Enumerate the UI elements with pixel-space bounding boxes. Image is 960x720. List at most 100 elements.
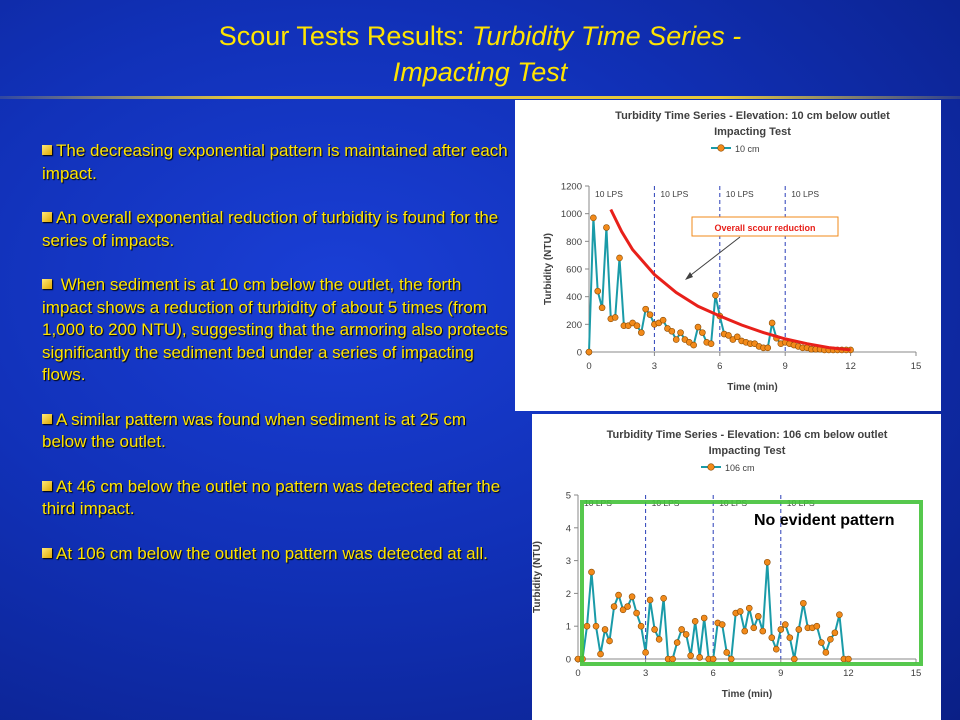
y-tick-label: 800 bbox=[566, 237, 582, 248]
y-axis-label: Turbidity (NTU) bbox=[532, 541, 543, 613]
data-point bbox=[588, 568, 595, 576]
data-point bbox=[601, 626, 609, 633]
data-point bbox=[597, 650, 604, 658]
x-tick-label: 12 bbox=[843, 668, 854, 679]
data-point bbox=[673, 639, 681, 646]
data-point bbox=[700, 614, 708, 622]
chart-title: Turbidity Time Series - Elevation: 106 c… bbox=[607, 429, 888, 441]
bullet-text: A similar pattern was found when sedimen… bbox=[42, 409, 467, 452]
y-tick-label: 400 bbox=[566, 292, 582, 303]
data-point bbox=[669, 655, 676, 663]
y-axis-label: Turbidity (NTU) bbox=[543, 233, 554, 305]
data-point bbox=[822, 649, 830, 656]
data-point bbox=[827, 636, 834, 643]
legend-marker-swatch bbox=[707, 463, 715, 471]
data-point bbox=[763, 558, 771, 566]
data-point bbox=[733, 333, 741, 341]
x-tick-label: 6 bbox=[717, 361, 722, 372]
y-tick-label: 0 bbox=[577, 348, 582, 359]
y-tick-label: 0 bbox=[566, 655, 571, 666]
data-point bbox=[707, 340, 715, 347]
data-point bbox=[782, 621, 789, 628]
data-point bbox=[682, 631, 690, 638]
data-point bbox=[606, 637, 613, 645]
legend-label: 106 cm bbox=[725, 463, 755, 473]
bullet-item: A similar pattern was found when sedimen… bbox=[42, 409, 512, 454]
data-point bbox=[603, 224, 610, 231]
data-point bbox=[642, 649, 649, 656]
x-tick-label: 3 bbox=[652, 361, 657, 372]
data-point bbox=[691, 617, 699, 625]
data-point bbox=[615, 591, 622, 599]
legend-label: 10 cm bbox=[735, 144, 760, 154]
data-point bbox=[723, 649, 731, 656]
data-point bbox=[610, 603, 618, 610]
data-point bbox=[633, 609, 640, 617]
bullet-item: The decreasing exponential pattern is ma… bbox=[42, 140, 512, 185]
data-point bbox=[727, 655, 735, 663]
annotation-box bbox=[691, 216, 839, 237]
slide-title: Scour Tests Results: Turbidity Time Seri… bbox=[0, 18, 960, 90]
bullet-text: An overall exponential reduction of turb… bbox=[42, 208, 499, 250]
data-point bbox=[754, 613, 762, 620]
highlight-box bbox=[580, 500, 923, 666]
data-point bbox=[712, 291, 719, 299]
x-tick-label: 0 bbox=[575, 668, 580, 679]
data-point bbox=[699, 329, 706, 336]
data-point bbox=[624, 603, 631, 610]
annotation-arrow bbox=[686, 236, 741, 279]
chart-106cm-panel: Turbidity Time Series - Elevation: 106 c… bbox=[532, 414, 941, 720]
overall-reduction-curve bbox=[609, 208, 851, 352]
data-point bbox=[616, 254, 623, 262]
data-point bbox=[813, 622, 821, 630]
data-point bbox=[659, 316, 667, 324]
y-tick-label: 3 bbox=[566, 556, 571, 567]
bullet-item: At 46 cm below the outlet no pattern was… bbox=[42, 476, 512, 521]
y-tick-label: 5 bbox=[566, 491, 571, 502]
data-point bbox=[777, 626, 785, 633]
bullet-text: When sediment is at 10 cm below the outl… bbox=[42, 275, 508, 384]
title-main: Scour Tests Results: bbox=[218, 21, 472, 51]
x-tick-label: 15 bbox=[911, 361, 922, 372]
data-point bbox=[795, 626, 803, 633]
legend-marker-swatch bbox=[717, 144, 725, 152]
bullet-square-icon bbox=[42, 145, 52, 155]
y-tick-label: 1 bbox=[566, 622, 571, 633]
data-point bbox=[619, 606, 627, 614]
data-point bbox=[745, 604, 753, 612]
data-point bbox=[672, 336, 680, 343]
y-tick-label: 1200 bbox=[561, 182, 582, 193]
annotation-arrow-head bbox=[685, 272, 693, 280]
data-point bbox=[791, 655, 798, 663]
data-point bbox=[718, 621, 726, 628]
data-point bbox=[594, 287, 602, 295]
bullet-square-icon bbox=[42, 413, 52, 424]
x-tick-label: 9 bbox=[783, 361, 788, 372]
data-point bbox=[696, 654, 703, 661]
data-point bbox=[687, 652, 694, 660]
data-point bbox=[759, 627, 767, 635]
x-tick-label: 15 bbox=[911, 668, 922, 679]
bullet-item: When sediment is at 10 cm below the outl… bbox=[42, 274, 512, 387]
impact-flow-label: 10 LPS bbox=[791, 189, 819, 199]
data-point bbox=[768, 634, 776, 641]
x-tick-label: 0 bbox=[586, 361, 591, 372]
chart-10cm: Turbidity Time Series - Elevation: 10 cm… bbox=[543, 110, 922, 393]
y-tick-label: 200 bbox=[566, 320, 582, 331]
bullet-list: The decreasing exponential pattern is ma… bbox=[42, 140, 512, 587]
data-point bbox=[668, 327, 676, 335]
data-point bbox=[590, 214, 597, 222]
bullet-text: At 106 cm below the outlet no pattern wa… bbox=[56, 543, 488, 563]
data-point bbox=[637, 622, 645, 630]
data-point bbox=[736, 608, 744, 615]
impact-flow-label: 10 LPS bbox=[595, 189, 623, 199]
impact-flow-label: 10 LPS bbox=[660, 189, 688, 199]
x-tick-label: 9 bbox=[778, 668, 783, 679]
bullet-item: An overall exponential reduction of turb… bbox=[42, 207, 512, 252]
title-divider bbox=[0, 96, 960, 99]
title-line-2: Impacting Test bbox=[392, 57, 568, 87]
data-point bbox=[768, 319, 776, 327]
data-point bbox=[638, 329, 645, 336]
data-point bbox=[678, 626, 685, 633]
data-point bbox=[592, 622, 600, 630]
